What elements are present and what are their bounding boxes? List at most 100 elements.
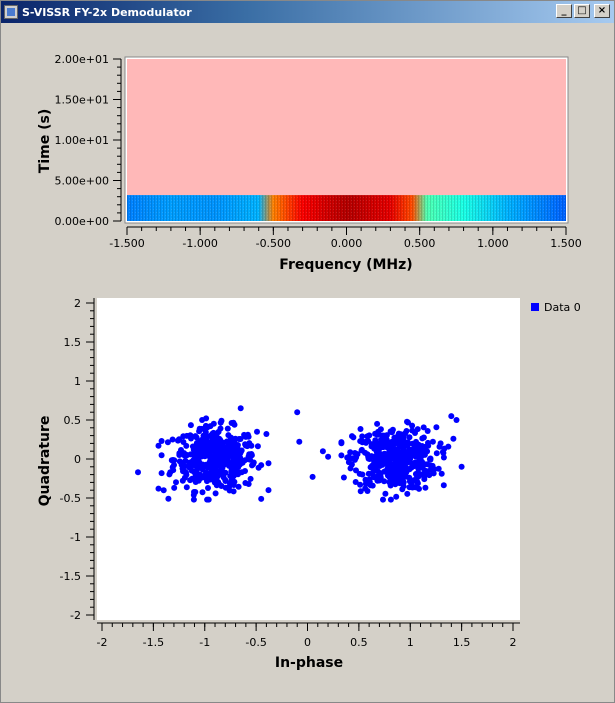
data-point <box>395 470 402 477</box>
window-title: S-VISSR FY-2x Demodulator <box>22 5 192 19</box>
data-point <box>224 444 231 451</box>
constellation-x-tick-label: -1 <box>199 636 210 649</box>
constellation-x-axis-title: In-phase <box>275 655 343 671</box>
data-point <box>418 452 425 459</box>
data-point <box>207 423 214 430</box>
data-point <box>445 443 452 450</box>
data-point <box>352 479 359 485</box>
data-point <box>235 460 242 467</box>
data-point <box>398 438 405 444</box>
data-point <box>193 456 200 462</box>
data-point <box>176 436 183 443</box>
constellation-plot[interactable]: -2 -1.5 -1 -0.5 0 0.5 1 1.5 2 -2 -1.5 -1 -0.5 0 0.5 1 1… <box>1 281 615 701</box>
data-point <box>401 456 408 463</box>
app-icon <box>4 5 18 19</box>
data-point <box>199 489 206 496</box>
data-point <box>196 452 203 458</box>
data-point <box>202 422 209 429</box>
data-point <box>393 493 400 500</box>
data-point <box>254 443 261 450</box>
data-point <box>424 428 431 434</box>
title-bar[interactable]: S-VISSR FY-2x Demodulator _ □ × <box>1 1 614 23</box>
waterfall-x-tick-label: 1.500 <box>550 237 582 250</box>
data-point <box>218 417 225 424</box>
constellation-x-tick-label: 1 <box>407 636 414 649</box>
data-point <box>422 484 429 491</box>
waterfall-y-tick-label: 0.00e+00 <box>55 215 109 228</box>
data-point <box>158 438 165 444</box>
waterfall-x-axis-title: Frequency (MHz) <box>279 257 412 273</box>
waterfall-x-tick-label: 0.500 <box>404 237 436 250</box>
data-point <box>362 485 369 492</box>
data-point <box>409 422 416 429</box>
data-point <box>351 456 358 463</box>
data-point <box>236 436 242 442</box>
constellation-x-tick-label: 0.5 <box>350 636 368 649</box>
waterfall-plot[interactable]: -1.500 -1.000 -0.500 0.000 0.500 1.000 1.500 0… <box>1 1 615 291</box>
data-point <box>196 461 203 468</box>
data-point <box>405 419 411 426</box>
data-point <box>345 453 352 460</box>
constellation-y-tick-label: -0.5 <box>60 492 81 505</box>
data-point <box>135 469 141 476</box>
data-point <box>431 466 438 473</box>
maximize-button[interactable]: □ <box>574 4 590 18</box>
data-point <box>385 450 392 457</box>
data-point <box>265 487 272 494</box>
data-point <box>216 445 223 452</box>
data-point <box>208 455 214 462</box>
data-point <box>427 456 434 463</box>
data-point <box>160 487 167 494</box>
data-point <box>237 405 244 412</box>
data-point <box>205 485 211 491</box>
waterfall-y-tick-label: 1.50e+01 <box>55 94 109 107</box>
data-point <box>296 438 303 445</box>
data-point <box>235 483 242 490</box>
data-point <box>222 476 229 483</box>
data-point <box>388 438 395 445</box>
data-point <box>374 462 381 469</box>
waterfall-y-tick-label: 1.00e+01 <box>55 134 109 147</box>
data-point <box>166 471 173 478</box>
data-point <box>170 467 177 474</box>
data-point <box>437 440 444 447</box>
data-point <box>197 471 203 478</box>
data-point <box>207 464 213 471</box>
data-point <box>374 420 381 427</box>
data-point <box>370 442 377 449</box>
data-point <box>356 470 363 477</box>
data-point <box>347 449 354 456</box>
data-point <box>377 426 384 433</box>
data-point <box>183 484 190 491</box>
data-point <box>229 451 236 458</box>
data-point <box>412 430 418 436</box>
data-point <box>155 485 162 492</box>
data-point <box>448 413 455 420</box>
data-point <box>338 439 345 446</box>
data-point <box>242 433 249 440</box>
legend-label: Data 0 <box>544 301 581 314</box>
data-point <box>386 443 393 450</box>
data-point <box>213 467 220 474</box>
minimize-button[interactable]: _ <box>556 4 572 18</box>
data-point <box>171 484 178 491</box>
data-point <box>192 489 199 495</box>
data-point <box>366 432 373 439</box>
data-point <box>192 433 199 440</box>
waterfall-y-tick-label: 5.00e+00 <box>55 175 109 188</box>
data-point <box>319 448 326 455</box>
data-point <box>248 452 255 459</box>
close-button[interactable]: × <box>594 4 610 18</box>
data-point <box>359 433 366 440</box>
constellation-x-tick-label: 1.5 <box>453 636 471 649</box>
data-point <box>357 488 364 495</box>
data-point <box>433 424 440 431</box>
data-point <box>383 468 390 475</box>
window-controls: _ □ × <box>556 4 610 18</box>
data-point <box>357 481 364 488</box>
data-point <box>183 432 190 439</box>
data-point <box>218 471 225 478</box>
constellation-frame <box>97 298 520 620</box>
data-point <box>406 458 413 465</box>
data-point <box>191 461 198 468</box>
